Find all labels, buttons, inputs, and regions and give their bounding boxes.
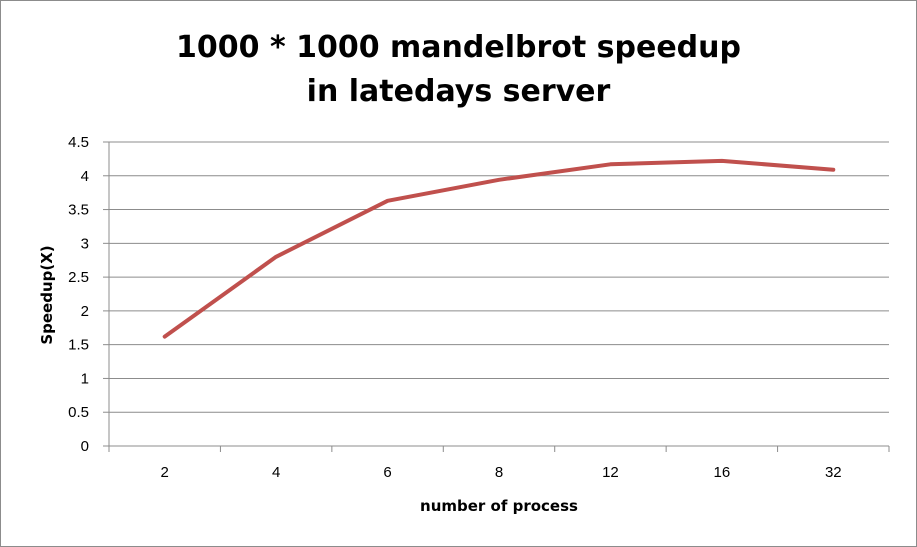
- x-tick-label: 32: [825, 464, 842, 481]
- y-tick-label: 1.5: [68, 337, 89, 354]
- y-tick-label: 0.5: [68, 404, 89, 421]
- y-tick-label: 4: [81, 168, 89, 185]
- series-speedup: [162, 158, 836, 339]
- x-tick-label: 6: [383, 464, 391, 481]
- x-tick-labels: 2 4 6 8 12 16 32: [161, 464, 842, 481]
- y-tick-label: 2.5: [68, 269, 89, 286]
- series-line: [162, 158, 836, 339]
- y-tick-label: 2: [81, 303, 89, 320]
- chart-title-line-2: in latedays server: [306, 74, 611, 109]
- x-axis-label: number of process: [420, 497, 578, 515]
- x-tick-label: 8: [495, 464, 503, 481]
- x-tick-label: 16: [714, 464, 731, 481]
- y-tick-labels: 0 0.5 1 1.5 2 2.5 3 3.5 4 4.5: [68, 134, 89, 455]
- y-tick-label: 3.5: [68, 202, 89, 219]
- x-tick-label: 12: [602, 464, 619, 481]
- y-tick-label: 3: [81, 235, 89, 252]
- x-tick-label: 4: [272, 464, 280, 481]
- y-tick-label: 4.5: [68, 134, 89, 151]
- chart-title-line-1: 1000 * 1000 mandelbrot speedup: [176, 30, 741, 65]
- y-tick-label: 1: [81, 370, 89, 387]
- axes: [108, 142, 890, 452]
- y-axis-label: Speedup(X): [38, 245, 56, 344]
- x-tick-label: 2: [161, 464, 169, 481]
- y-tick-label: 0: [81, 438, 89, 455]
